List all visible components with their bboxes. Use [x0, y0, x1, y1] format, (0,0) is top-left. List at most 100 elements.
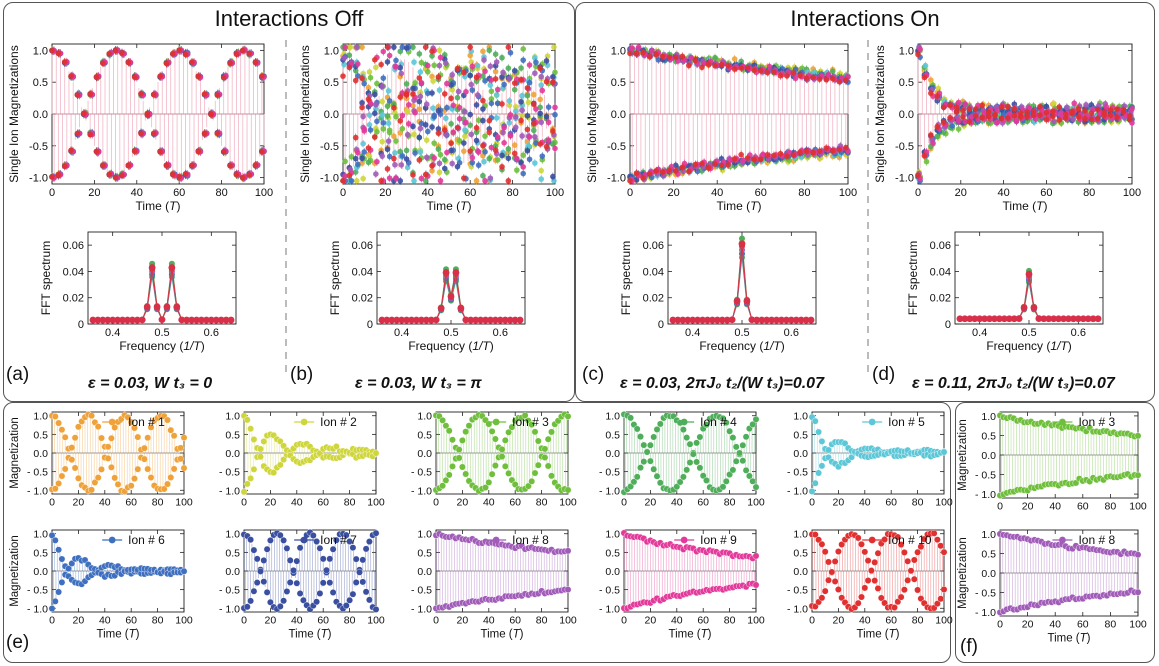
- data-point: [106, 50, 113, 57]
- x-tick-label: 100: [546, 187, 564, 199]
- data-point: [539, 153, 546, 159]
- data-point: [374, 118, 380, 125]
- data-point: [380, 126, 387, 132]
- data-point: [366, 112, 373, 118]
- data-point: [519, 133, 525, 139]
- data-point: [467, 111, 474, 118]
- y-axis-label: Single Ion Magnetizations: [298, 45, 312, 182]
- data-point: [429, 124, 435, 130]
- data-point: [771, 152, 777, 159]
- data-point: [233, 51, 240, 58]
- data-point: [488, 100, 495, 107]
- y-tick-label: -1.0: [320, 173, 339, 185]
- data-point: [456, 137, 463, 144]
- data-point: [843, 144, 849, 151]
- data-point: [150, 130, 157, 137]
- data-point: [361, 149, 368, 155]
- data-point: [468, 81, 475, 88]
- data-point: [480, 106, 486, 112]
- data-point: [738, 65, 744, 71]
- data-point: [469, 87, 476, 93]
- data-point: [492, 68, 499, 75]
- data-point: [361, 80, 368, 87]
- data-point: [475, 117, 482, 124]
- data-point: [435, 74, 442, 80]
- data-point: [431, 112, 437, 119]
- data-point: [538, 73, 545, 80]
- data-point: [379, 153, 386, 159]
- data-point: [518, 65, 524, 71]
- data-point: [391, 133, 397, 140]
- data-point: [391, 44, 397, 50]
- y-tick-label: -0.5: [607, 141, 626, 153]
- data-point: [397, 148, 404, 155]
- data-point: [360, 175, 366, 182]
- data-point: [533, 106, 539, 112]
- data-point: [454, 163, 461, 170]
- x-axis-label: Time (T): [136, 199, 181, 213]
- data-point: [526, 134, 533, 140]
- data-point: [417, 125, 424, 132]
- data-point: [386, 175, 393, 181]
- data-point: [366, 122, 373, 128]
- data-point: [374, 158, 380, 165]
- data-point: [403, 91, 410, 97]
- x-tick-label: 80: [215, 187, 227, 199]
- data-point: [410, 172, 416, 178]
- data-point: [227, 162, 233, 169]
- data-point: [397, 178, 404, 184]
- data-point: [488, 96, 495, 102]
- data-point: [74, 92, 81, 98]
- data-point: [467, 72, 474, 79]
- data-point: [784, 73, 790, 79]
- data-point: [507, 132, 514, 139]
- data-point: [537, 141, 543, 147]
- y-tick-label: -0.5: [320, 141, 339, 153]
- data-point: [435, 107, 442, 114]
- data-point: [360, 113, 366, 120]
- data-point: [411, 178, 417, 184]
- data-point: [492, 143, 499, 149]
- data-point: [488, 77, 495, 83]
- data-point: [511, 80, 518, 86]
- y-tick-label: -1.0: [895, 173, 914, 185]
- data-point: [473, 74, 480, 81]
- data-point: [125, 162, 132, 168]
- axes-a-time: 0 20 40 60 80 100 -1.0 -0.5 0.0 0.5 1.0 Time (T) Sin…: [7, 43, 273, 213]
- data-point: [506, 119, 513, 126]
- data-point: [488, 88, 495, 95]
- data-point: [384, 59, 391, 65]
- data-point: [393, 138, 399, 144]
- data-point: [524, 92, 531, 99]
- data-point: [492, 76, 499, 82]
- data-point: [712, 62, 718, 69]
- data-point: [511, 150, 518, 157]
- data-point: [511, 86, 518, 93]
- data-point: [666, 54, 673, 60]
- data-point: [355, 149, 361, 156]
- data-point: [475, 162, 482, 168]
- data-point: [526, 79, 533, 86]
- data-point: [386, 98, 393, 104]
- data-point: [163, 60, 170, 67]
- data-point: [531, 127, 537, 134]
- data-point: [416, 75, 423, 81]
- data-point: [259, 73, 265, 79]
- data-point: [816, 148, 823, 154]
- data-point: [384, 146, 391, 153]
- data-point: [411, 59, 417, 65]
- data-point: [391, 104, 397, 111]
- y-tick-label: 0.5: [899, 77, 914, 89]
- data-point: [653, 51, 659, 58]
- data-point: [81, 110, 87, 116]
- data-point: [189, 162, 195, 169]
- data-point: [552, 69, 558, 76]
- data-point: [473, 102, 480, 108]
- data-point: [436, 87, 443, 93]
- data-point: [346, 172, 353, 179]
- data-point: [374, 80, 380, 87]
- x-tick-label: 100: [255, 187, 273, 199]
- data-point: [524, 112, 531, 119]
- data-point: [463, 119, 469, 126]
- x-tick-label: 20: [379, 187, 391, 199]
